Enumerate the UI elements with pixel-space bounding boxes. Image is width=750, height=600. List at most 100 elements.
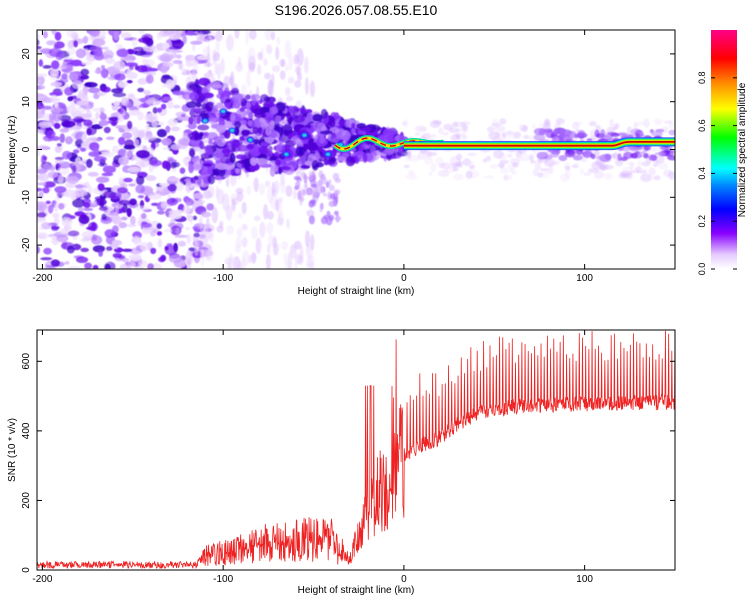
spectrogram-cell [51,60,60,70]
spectrogram-cell [242,158,253,167]
spectrogram-cell [486,155,491,162]
spectrogram-cell [320,108,328,119]
colorbar-ticks: 0.0 0.2 0.4 0.6 0.8 [697,72,737,275]
spectrogram-cell [523,135,530,139]
spectrogram-cell [197,124,210,131]
spectrogram-cell [322,192,327,197]
spectrogram-cell [305,77,309,95]
spectrogram-cell [96,176,110,183]
spectrogram-cell [186,30,196,36]
spectrogram-cell [326,152,330,156]
spectrogram-cell [84,262,93,269]
spectrogram-cell [453,173,464,181]
spectrogram-cell [325,216,333,226]
spectrogram-cell [190,158,204,169]
spectrogram-cell [226,262,232,269]
spectrogram-cell [178,138,193,146]
spectrogram-cell [117,114,124,122]
spectrogram-cell [38,59,43,67]
spectrogram-cell [225,98,231,104]
snr-ytick-label: 0 [21,567,32,573]
spectrogram-cell [317,185,324,194]
spectrogram-cell [276,36,281,45]
spectrogram-cell [428,171,433,177]
spectrogram-cell [203,72,214,77]
spectrogram-cell [140,159,150,168]
spectrogram-cell [187,122,197,130]
spectrogram-cell [215,162,229,170]
snr-ticks: -200 -100 0 100 0 200 400 600 [21,330,675,585]
spectrogram-cell [648,167,656,176]
spectrogram-cell [311,261,315,269]
spectrogram-cell [100,86,111,93]
spectrogram-cell [131,38,138,47]
spectrogram-cell [185,54,196,61]
spectrogram-cell [246,108,251,116]
spectrogram-cell [456,153,463,161]
spectrogram-cell [403,118,408,128]
spectrogram-cell [137,87,145,93]
spectrogram-cell [203,119,208,123]
spectrogram-cell [104,263,111,269]
spectrogram-cell [67,225,72,231]
spectrogram-cell [121,132,133,140]
spectrogram-cell [269,106,279,115]
spectrogram-cell [231,93,244,103]
spectrogram-cell [308,200,315,208]
spectrogram-cell [266,222,274,235]
spectrogram-cell [126,71,138,80]
spectrogram-cell [469,165,476,170]
spectrogram-cell [37,145,50,150]
spectrogram-cell [305,109,313,114]
spectrogram-cell [101,46,109,50]
spectrogram-cell [609,118,614,128]
spectrogram-cell [310,234,315,251]
spectrogram-cell [269,166,276,177]
spectrogram-cell [280,178,286,194]
spectrogram-cell [145,99,154,105]
spectrogram-cell [150,247,157,255]
spectrogram-cell [138,30,145,35]
spectrogram-cell [257,127,263,135]
spectrogram-cell [257,64,262,75]
spectrogram-cell [92,107,107,112]
spectrogram-cell [135,205,150,211]
colorbar-tick-label: 0.8 [697,72,707,85]
spectrogram-cell [173,104,181,109]
spectrogram-cell [311,159,319,171]
spectrogram-cell [262,101,276,108]
spectrogram-cell [38,121,53,128]
spectrogram-cell [288,52,293,71]
spectrogram-cell [636,160,643,168]
spectrogram-cell [156,129,167,138]
spectrogram-cell [424,157,434,165]
spectrogram-cell [170,144,181,151]
spectrogram-cell [328,157,337,162]
carrier-core [403,140,675,147]
spectrogram-cell [50,81,63,87]
spectrogram-cell [296,66,301,76]
spectrogram-cell [124,150,133,159]
spectrogram-cell [115,43,123,50]
spectrogram-cell [265,254,271,269]
spectrogram-cell [106,246,113,251]
spectrogram-cell [252,126,260,135]
spectrogram-cell [177,240,187,247]
spectrogram-cell [116,48,129,58]
spectrogram-cell [208,138,213,146]
spectrogram-cell [275,199,280,212]
spectrogram-cell [189,217,193,226]
spectrogram-cell [37,46,42,50]
spectrogram-cell [272,65,280,73]
spectrogram-cell [185,69,191,75]
spectrogram-cell [118,136,126,146]
spectrogram-cell [253,177,259,192]
spectrogram-cell [308,215,315,225]
spectrogram-cell [247,120,253,126]
spectrogram-cell [128,183,136,187]
snr-ytick-label: 200 [21,492,32,509]
spectrogram-cell [185,61,194,68]
spectrogram-cell [66,30,77,38]
spectrogram-cell [328,179,332,186]
spectrogram-cell [126,120,133,130]
